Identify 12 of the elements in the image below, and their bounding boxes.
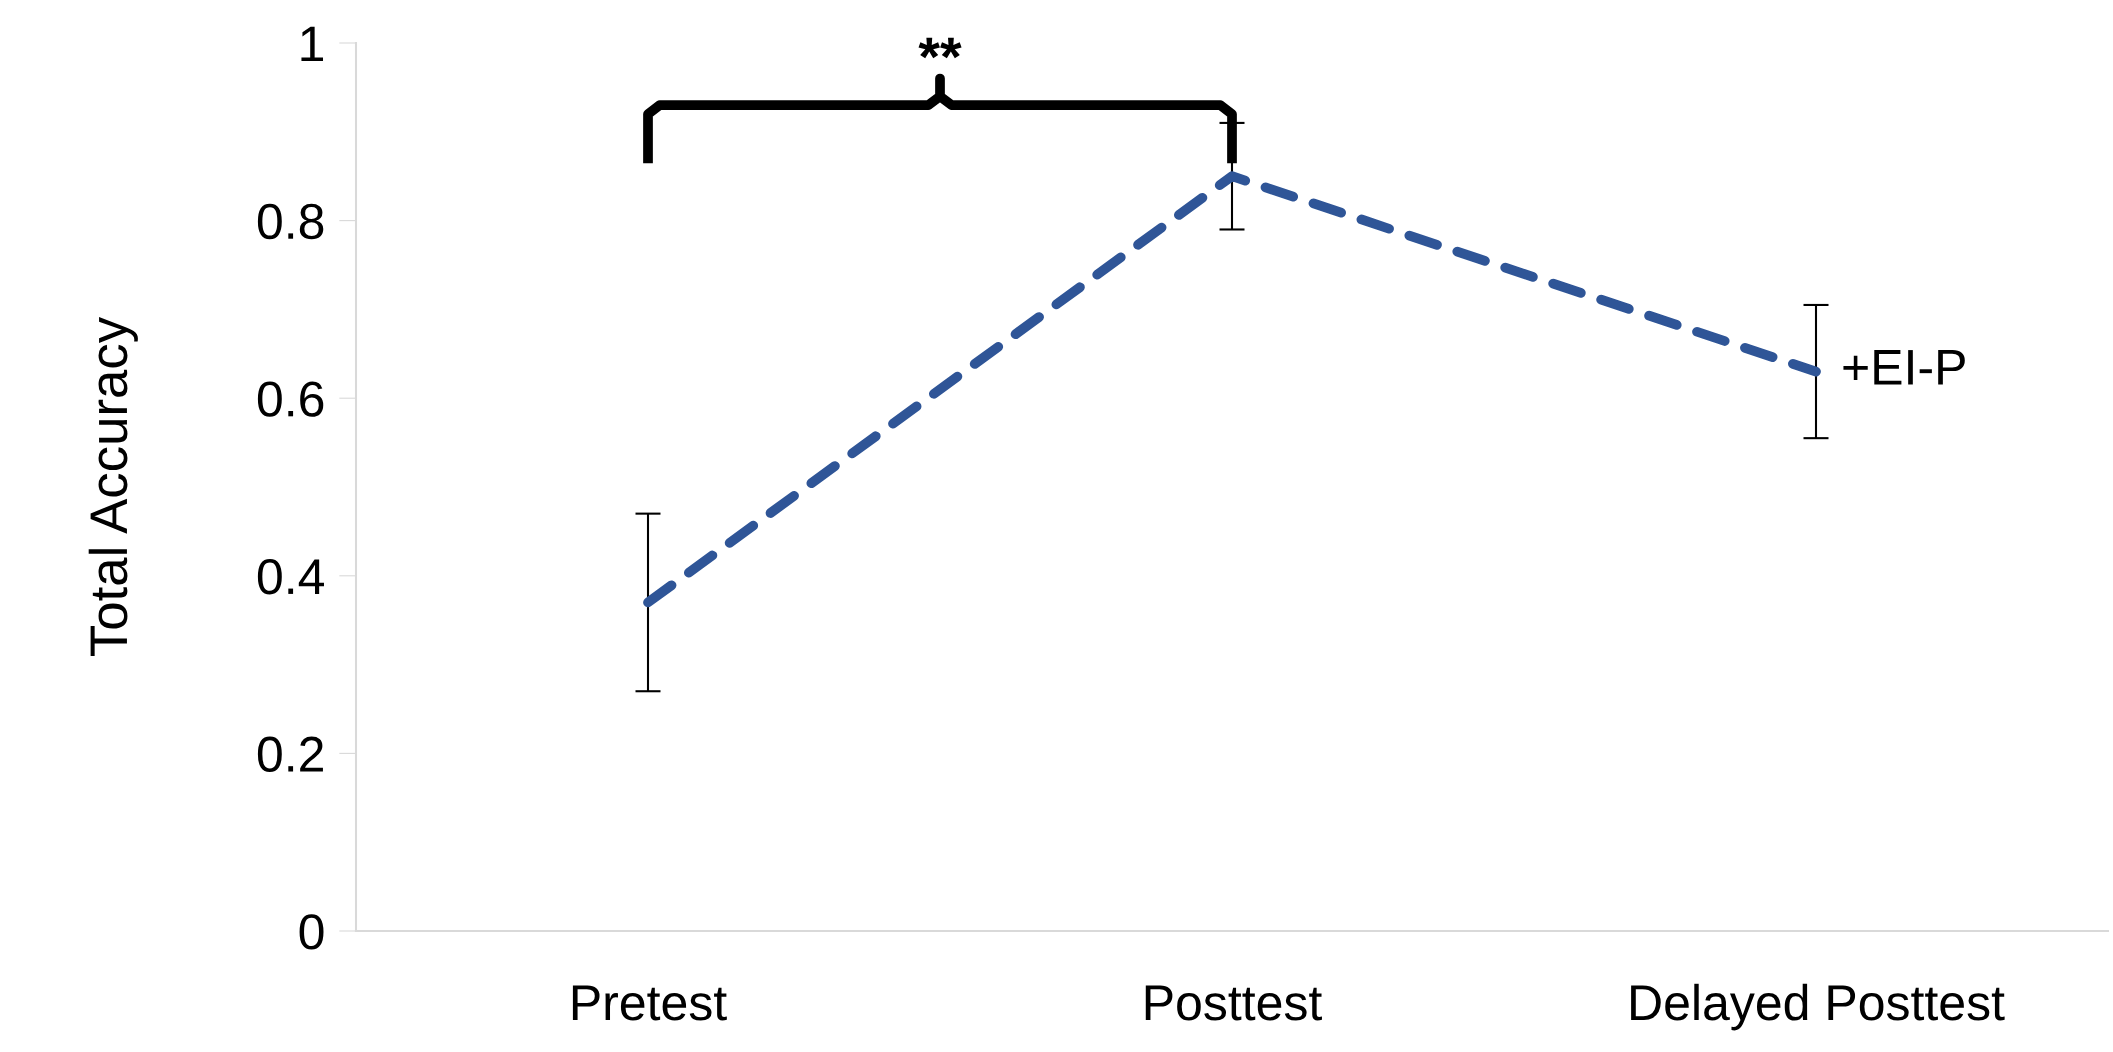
x-tick-label: Posttest (1145, 985, 1322, 1021)
y-axis-title: Total Accuracy (88, 316, 138, 656)
y-tick-label: 0.2 (257, 736, 323, 773)
series-label: +EI-P (1843, 350, 1965, 385)
x-tick-label: Pretest (572, 985, 727, 1021)
y-tick-label: 0.6 (257, 381, 324, 417)
y-tick-label: 1 (301, 26, 324, 62)
y-tick-label: 0.4 (257, 559, 324, 595)
annotation: ** (918, 37, 962, 59)
y-tick-label: 0 (299, 914, 324, 950)
x-tick-label: Delayed Posttest (1631, 983, 2005, 1031)
y-tick-label: 0.8 (257, 203, 324, 240)
